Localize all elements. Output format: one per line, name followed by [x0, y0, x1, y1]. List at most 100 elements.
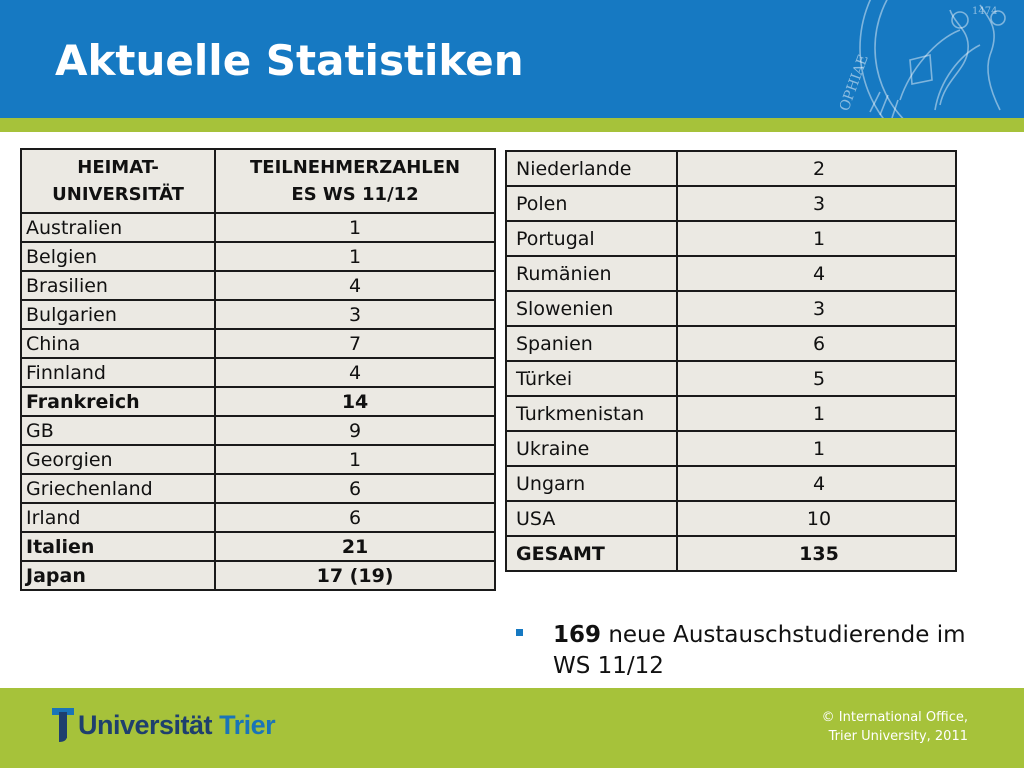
country-cell: Spanien — [505, 325, 678, 362]
country-cell: China — [19, 328, 217, 359]
copyright-line-2: Trier University, 2011 — [828, 729, 968, 744]
country-cell: Ukraine — [505, 430, 678, 467]
count-cell: 2 — [676, 150, 957, 187]
country-cell: Slowenien — [505, 290, 678, 327]
seal-text-ophiae: OPHIAE — [840, 52, 872, 113]
table-row: Japan 17 (19) — [19, 560, 496, 591]
country-cell: Frankreich — [19, 386, 217, 417]
table-row: Ungarn 4 — [505, 465, 957, 502]
table-row: Bulgarien 3 — [19, 299, 496, 330]
bullet-square-icon — [516, 629, 523, 636]
table-row: Frankreich 14 — [19, 386, 496, 417]
summary-text: 169 neue Austauschstudierende im WS 11/1… — [553, 620, 1003, 682]
country-cell: Rumänien — [505, 255, 678, 292]
summary-number: 169 — [553, 622, 602, 648]
table-row: Ukraine 1 — [505, 430, 957, 467]
stats-table-right: Niederlande 2 Polen 3 Portugal 1 Rumänien 4 Slow… — [505, 150, 957, 572]
table-row: Irland 6 — [19, 502, 496, 533]
country-cell: Finnland — [19, 357, 217, 388]
table-row: China 7 — [19, 328, 496, 359]
summary-label: neue Austauschstudierende im WS 11/12 — [553, 622, 966, 679]
column-header-participants: TEILNEHMERZAHLEN ES WS 11/12 — [214, 148, 496, 214]
country-cell: Australien — [19, 212, 217, 243]
table-row: Belgien 1 — [19, 241, 496, 272]
count-cell: 14 — [214, 386, 496, 417]
stats-table-left: HEIMAT- UNIVERSITÄT TEILNEHMERZAHLEN ES … — [19, 148, 496, 591]
slide-title: Aktuelle Statistiken — [55, 36, 524, 85]
count-cell: 4 — [676, 255, 957, 292]
count-cell: 6 — [676, 325, 957, 362]
table-row: Brasilien 4 — [19, 270, 496, 301]
table-header-row: HEIMAT- UNIVERSITÄT TEILNEHMERZAHLEN ES … — [19, 148, 496, 214]
count-cell: 1 — [676, 395, 957, 432]
seal-text-1474: 1474 — [972, 6, 997, 17]
svg-text:1474: 1474 — [972, 6, 997, 17]
column-header-participants-text: TEILNEHMERZAHLEN ES WS 11/12 — [250, 157, 461, 205]
university-logo-mark-icon — [52, 708, 74, 742]
count-cell: 6 — [214, 473, 496, 504]
count-cell: 4 — [676, 465, 957, 502]
count-cell: 6 — [214, 502, 496, 533]
count-cell: 21 — [214, 531, 496, 562]
country-cell: Türkei — [505, 360, 678, 397]
country-cell: Irland — [19, 502, 217, 533]
count-cell: 135 — [676, 535, 957, 572]
university-seal-watermark: OPHIAE 1474 — [840, 0, 1006, 118]
footer-bar: Universität Trier © International Office… — [0, 688, 1024, 768]
table-row: Slowenien 3 — [505, 290, 957, 327]
table-row: Georgien 1 — [19, 444, 496, 475]
country-cell: Turkmenistan — [505, 395, 678, 432]
count-cell: 1 — [676, 430, 957, 467]
svg-text:OPHIAE: OPHIAE — [840, 52, 872, 113]
country-cell: Portugal — [505, 220, 678, 257]
logo-wordmark: Universität Trier — [78, 710, 276, 741]
count-cell: 4 — [214, 270, 496, 301]
country-cell: Japan — [19, 560, 217, 591]
count-cell: 17 (19) — [214, 560, 496, 591]
table-row: Polen 3 — [505, 185, 957, 222]
count-cell: 5 — [676, 360, 957, 397]
count-cell: 10 — [676, 500, 957, 537]
table-row: Italien 21 — [19, 531, 496, 562]
country-cell: Griechenland — [19, 473, 217, 504]
country-cell: Brasilien — [19, 270, 217, 301]
table-row: GESAMT 135 — [505, 535, 957, 572]
header-bar: Aktuelle Statistiken OPHIAE 1474 — [0, 0, 1024, 118]
count-cell: 3 — [676, 290, 957, 327]
table-row: Rumänien 4 — [505, 255, 957, 292]
copyright-line-1: © International Office, — [821, 710, 968, 725]
logo-accent-word: Trier — [219, 710, 276, 740]
table-row: Turkmenistan 1 — [505, 395, 957, 432]
header-accent-stripe — [0, 118, 1024, 132]
country-cell: Belgien — [19, 241, 217, 272]
table-row: Finnland 4 — [19, 357, 496, 388]
column-header-home-university: HEIMAT- UNIVERSITÄT — [19, 148, 217, 214]
table-row: Australien 1 — [19, 212, 496, 243]
count-cell: 7 — [214, 328, 496, 359]
country-cell: Ungarn — [505, 465, 678, 502]
count-cell: 9 — [214, 415, 496, 446]
country-cell: Niederlande — [505, 150, 678, 187]
country-cell: GB — [19, 415, 217, 446]
column-header-home-university-text: HEIMAT- UNIVERSITÄT — [52, 157, 184, 205]
count-cell: 1 — [214, 212, 496, 243]
count-cell: 4 — [214, 357, 496, 388]
table-row: USA 10 — [505, 500, 957, 537]
count-cell: 3 — [676, 185, 957, 222]
table-row: GB 9 — [19, 415, 496, 446]
country-cell: GESAMT — [505, 535, 678, 572]
count-cell: 1 — [676, 220, 957, 257]
count-cell: 3 — [214, 299, 496, 330]
country-cell: Georgien — [19, 444, 217, 475]
copyright-notice: © International Office, Trier University… — [822, 708, 968, 746]
country-cell: Bulgarien — [19, 299, 217, 330]
logo-word: Universität — [78, 710, 213, 740]
count-cell: 1 — [214, 241, 496, 272]
country-cell: Italien — [19, 531, 217, 562]
table-row: Griechenland 6 — [19, 473, 496, 504]
table-row: Niederlande 2 — [505, 150, 957, 187]
count-cell: 1 — [214, 444, 496, 475]
table-row: Türkei 5 — [505, 360, 957, 397]
table-row: Portugal 1 — [505, 220, 957, 257]
table-row: Spanien 6 — [505, 325, 957, 362]
